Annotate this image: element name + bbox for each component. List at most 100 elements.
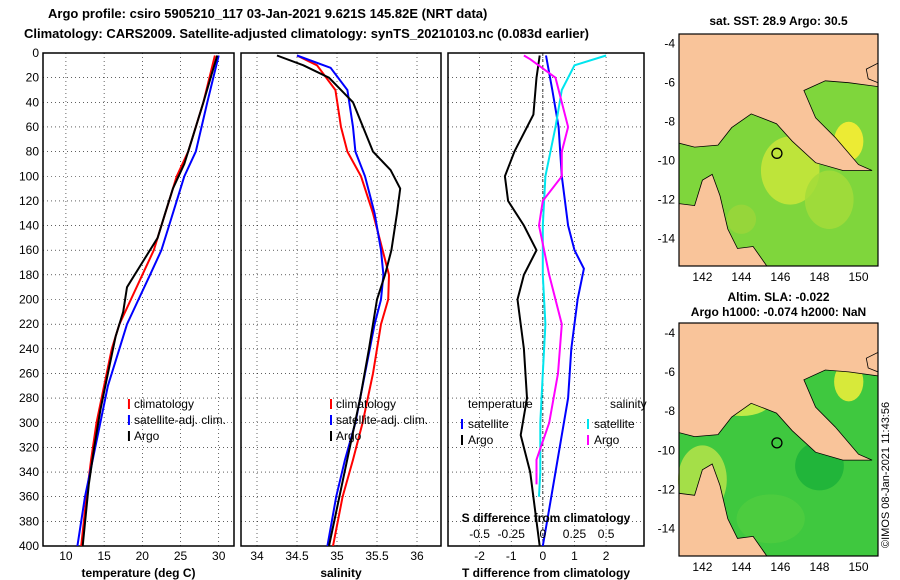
figure-title-line2: Climatology: CARS2009. Satellite-adjuste… [24,26,589,41]
x-tick-label: -2 [474,549,485,563]
series-line-argo [276,54,402,546]
lat-tick-label: -14 [658,232,676,246]
plot-frame [447,52,645,547]
series-line-satellite-adj-clim- [76,55,220,546]
legend-label: satellite-adj. clim. [134,413,226,427]
lat-tick-label: -10 [658,443,676,457]
land-new-guinea [678,322,879,461]
x-axis-label: T difference from climatology [462,566,630,580]
x2-tick-label: 0 [539,527,546,541]
depth-tick-label: 380 [19,514,39,528]
x-tick-label: -1 [506,549,517,563]
depth-tick-label: 340 [19,465,39,479]
depth-tick-label: 320 [19,440,39,454]
salinity-profile-panel: 34 34.5 35 35.5 36 salinity climatology satelli… [240,52,442,580]
depth-tick-label: 120 [19,194,39,208]
lat-tick-label: -8 [664,404,675,418]
sst-map-panel: -4 -6 -8 -10 -12 -14 142 144 146 148 150 sat. SST: … [658,14,879,284]
depth-tick-label: 20 [26,71,40,85]
depth-tick-label: 300 [19,416,39,430]
lat-tick-label: -6 [664,365,675,379]
lat-tick-label: -4 [664,37,675,51]
series-line-temperature-satellite [541,55,585,546]
depth-tick-label: 400 [19,539,39,553]
depth-tick-label: 40 [26,95,40,109]
x-tick-label: 30 [212,549,226,563]
depth-tick-label: 80 [26,145,40,159]
legend-label: satellite [594,417,635,431]
depth-tick-label: 0 [32,46,39,60]
lon-tick-label: 144 [731,560,751,574]
map-color-patch [726,204,757,234]
difference-profile-panel: -2 -1 0 1 2 T difference from climatology temp… [447,52,647,580]
depth-tick-label: 260 [19,366,39,380]
map-color-patch [736,494,805,544]
lon-tick-label: 142 [692,560,712,574]
argo-position-marker [771,437,783,449]
depth-tick-label: 200 [19,293,39,307]
lon-tick-label: 144 [731,270,751,284]
lat-tick-label: -12 [658,193,676,207]
lat-tick-label: -12 [658,482,676,496]
lat-tick-label: -4 [664,326,675,340]
legend-label: Argo [134,429,160,443]
x2-tick-label: -0.25 [498,527,526,541]
legend-group-temperature: temperature [468,397,533,411]
series-line-climatology [296,54,391,546]
x2-axis-label: S difference from climatology [462,511,631,525]
temperature-profile-panel: 0 20 40 60 80 100 120 140 160 180 200 220 240 260 280 3… [19,46,235,580]
x-tick-label: 34 [250,549,264,563]
sla-map-panel: -4 -6 -8 -10 -12 -14 142 144 146 148 150 Altim. SLA… [658,290,879,574]
lat-tick-label: -6 [664,76,675,90]
depth-tick-label: 140 [19,219,39,233]
land-new-guinea [678,33,879,171]
x-axis-label: temperature (deg C) [81,566,195,580]
legend-label: climatology [134,397,194,411]
legend-group-salinity: salinity [610,397,647,411]
map-subtitle: Argo h1000: -0.074 h2000: NaN [691,305,866,319]
legend-label: Argo [594,433,620,447]
map-frame [678,33,879,267]
x-tick-label: 0 [539,549,546,563]
imos-watermark: ©IMOS 08-Jan-2021 11:43:56 [880,401,892,548]
x-tick-label: 2 [603,549,610,563]
x-tick-label: 25 [174,549,188,563]
argo-position-marker [771,147,783,159]
x-tick-label: 10 [59,549,73,563]
lon-tick-label: 150 [848,560,868,574]
x-tick-label: 35 [330,549,344,563]
depth-tick-label: 180 [19,268,39,282]
x-tick-label: 15 [97,549,111,563]
x-tick-label: 20 [136,549,150,563]
map-title: Altim. SLA: -0.022 [727,290,829,304]
map-color-patch [760,136,820,205]
lat-tick-label: -8 [664,115,675,129]
series-line-salinity-argo [523,54,570,485]
legend-label: Argo [468,433,494,447]
depth-tick-label: 240 [19,342,39,356]
x-axis-label: salinity [320,566,362,580]
series-line-temperature-argo [503,55,541,546]
x2-tick-label: 0.5 [598,527,615,541]
legend-label: satellite-adj. clim. [336,413,428,427]
series-line-climatology [80,55,216,546]
x-tick-label: 34.5 [285,549,309,563]
lon-tick-label: 142 [692,270,712,284]
x2-tick-label: 0.25 [563,527,587,541]
lon-tick-label: 148 [809,560,829,574]
legend-label: Argo [336,429,362,443]
lon-tick-label: 148 [809,270,829,284]
map-color-patch [804,170,854,229]
lon-tick-label: 150 [848,270,868,284]
legend-label: climatology [336,397,396,411]
series-line-salinity-satellite [538,54,607,497]
depth-tick-label: 280 [19,391,39,405]
map-frame [678,322,879,557]
lat-tick-label: -14 [658,522,676,536]
x2-tick-label: -0.5 [469,527,490,541]
lon-tick-label: 146 [770,270,790,284]
depth-tick-label: 60 [26,120,40,134]
depth-tick-label: 360 [19,490,39,504]
